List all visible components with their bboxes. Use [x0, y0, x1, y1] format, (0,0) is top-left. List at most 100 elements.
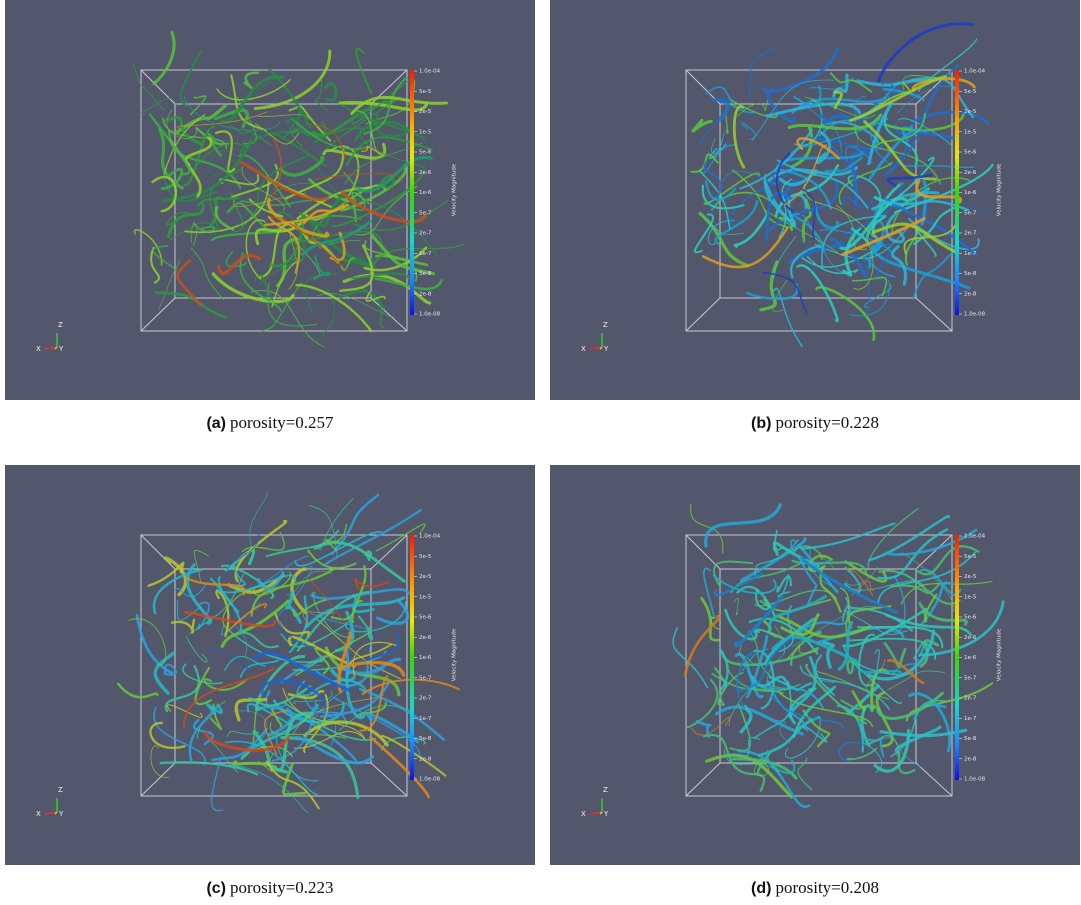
streamline [856, 78, 936, 87]
streamline [338, 100, 429, 112]
streamline [376, 175, 395, 189]
streamline [166, 212, 192, 226]
streamline [711, 132, 725, 154]
colorbar-label: 2e-6 [419, 635, 432, 641]
streamline [175, 103, 228, 134]
streamline [258, 754, 274, 772]
streamline [332, 169, 426, 227]
streamline [176, 111, 268, 129]
streamline [339, 244, 374, 292]
streamline [804, 136, 884, 151]
streamline [286, 570, 333, 596]
streamline [163, 556, 188, 597]
streamline [189, 573, 244, 635]
streamline [799, 665, 891, 711]
streamline [149, 721, 186, 749]
streamline [704, 503, 782, 548]
streamline [248, 198, 284, 218]
streamline [315, 661, 369, 687]
streamline [708, 143, 727, 160]
colorbar-label: 5e-6 [964, 150, 977, 156]
streamline [844, 566, 874, 596]
colorbar-label: 2e-8 [964, 291, 977, 297]
streamline [229, 602, 267, 630]
streamline [243, 71, 260, 90]
streamline [239, 252, 282, 312]
streamline [361, 145, 382, 155]
streamline [302, 190, 348, 228]
colorbar-label: 1e-5 [964, 594, 977, 600]
axis-label: X [36, 345, 41, 353]
caption-text: porosity=0.208 [775, 878, 879, 897]
box-edge [370, 297, 408, 332]
streamline [288, 128, 303, 147]
streamline [843, 609, 908, 636]
streamline [754, 628, 777, 638]
streamline [846, 566, 878, 586]
colorbar-label: 1.0e-04 [419, 69, 441, 75]
streamline [282, 762, 307, 796]
streamline [684, 614, 721, 677]
colorbar-label: 2e-5 [419, 109, 432, 115]
streamline [905, 197, 992, 214]
streamline [220, 564, 275, 599]
streamline [705, 86, 757, 114]
streamline [282, 117, 296, 140]
colorbar-label: 2e-7 [964, 231, 977, 237]
streamline [319, 682, 390, 718]
streamline [183, 667, 276, 729]
streamline [189, 95, 207, 116]
streamline [894, 163, 994, 214]
box-edge [685, 762, 721, 797]
streamline [264, 204, 346, 227]
streamline [271, 708, 283, 728]
streamline [322, 142, 387, 160]
streamline [204, 731, 290, 752]
colorbar-label: 1.0e-04 [964, 69, 986, 75]
streamline [780, 613, 820, 636]
streamline [317, 240, 360, 249]
streamline [736, 750, 811, 808]
streamline [215, 764, 309, 814]
streamline [871, 205, 885, 255]
streamline [729, 174, 775, 228]
streamline [918, 600, 1005, 657]
streamline [369, 736, 430, 799]
streamline [285, 148, 345, 200]
streamline [885, 613, 973, 637]
streamline [818, 113, 851, 124]
colorbar-label: 1.0e-08 [964, 777, 986, 783]
streamline [149, 113, 191, 176]
streamline [733, 597, 739, 616]
streamline [877, 528, 949, 580]
streamline [833, 90, 843, 110]
colorbar-label: 1e-7 [419, 251, 432, 257]
streamline [838, 741, 866, 761]
streamline [762, 271, 808, 314]
streamline [284, 702, 377, 741]
streamline [885, 212, 905, 244]
colorbar-label: 5e-5 [419, 89, 432, 95]
streamline [912, 244, 960, 300]
streamline [325, 523, 348, 551]
streamline [356, 110, 386, 155]
streamline [309, 667, 385, 726]
streamline [296, 186, 371, 220]
streamline [292, 598, 328, 617]
axis-label: Y [58, 810, 64, 818]
streamline [714, 572, 764, 597]
streamline [308, 505, 338, 559]
streamline [254, 213, 309, 246]
render-background [5, 465, 535, 865]
streamline [766, 625, 786, 684]
axis-label: X [581, 345, 586, 353]
colorbar-label: 5e-6 [964, 615, 977, 621]
axis-y [54, 811, 58, 815]
streamline [875, 691, 894, 748]
streamline [845, 146, 873, 164]
axis-label: X [36, 810, 41, 818]
streamline [858, 633, 876, 687]
axis-label: X [581, 810, 586, 818]
streamline [736, 636, 793, 693]
